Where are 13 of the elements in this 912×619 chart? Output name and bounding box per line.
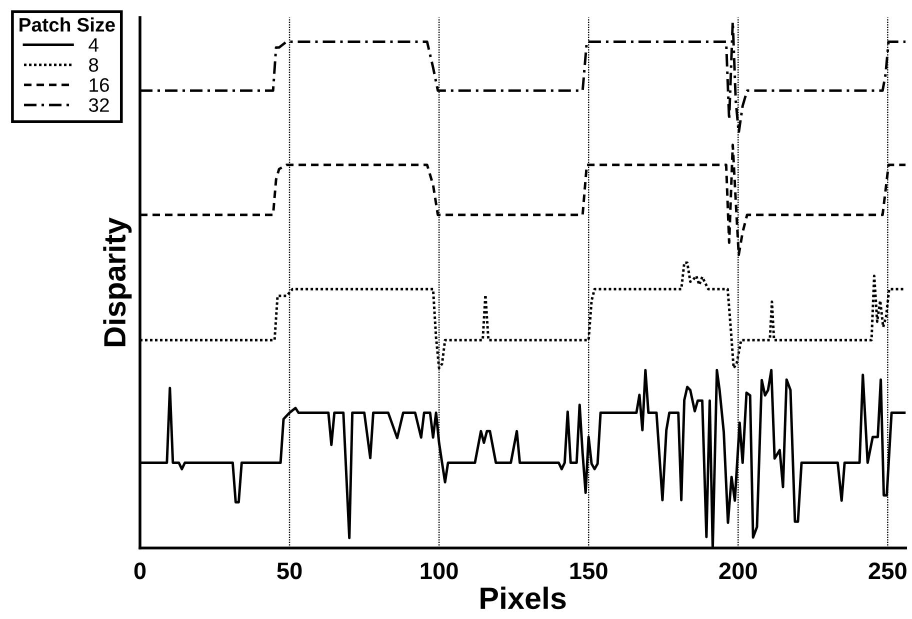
x-tick-label: 50 <box>277 562 302 580</box>
x-tick-label: 0 <box>134 562 146 580</box>
legend-title: Patch Size <box>20 17 115 32</box>
legend-label: 8 <box>89 58 98 72</box>
x-tick-label: 200 <box>719 562 757 580</box>
x-tick-label: 250 <box>868 562 906 580</box>
legend-label: 32 <box>88 98 109 112</box>
y-axis-title: Disparity <box>103 218 132 346</box>
legend-label: 16 <box>90 78 109 92</box>
legend-label: 4 <box>88 38 98 52</box>
x-tick-label: 100 <box>420 562 458 580</box>
x-tick-label: 150 <box>570 562 608 580</box>
x-axis-title: Pixels <box>480 586 566 610</box>
